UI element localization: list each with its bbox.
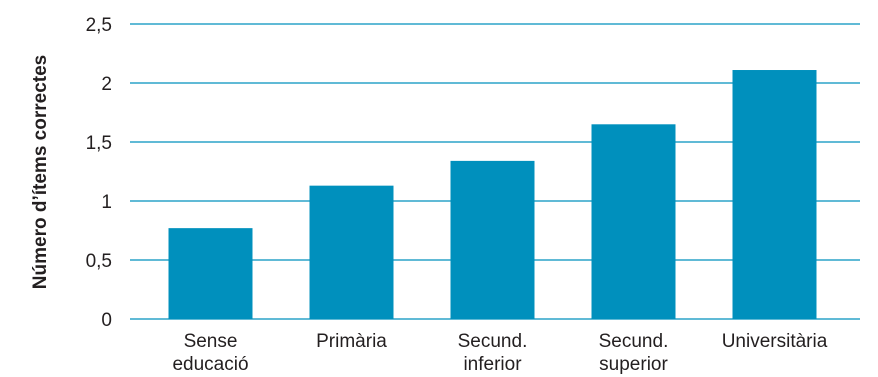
category-label: Secund.	[599, 331, 669, 352]
category-label: superior	[599, 354, 668, 375]
bars	[168, 70, 817, 320]
y-tick-label: 1	[101, 192, 112, 213]
y-tick-label: 2,5	[86, 15, 112, 36]
y-tick-label: 1,5	[86, 133, 112, 154]
category-label: Universitària	[722, 331, 828, 352]
bar	[732, 70, 817, 320]
category-label: Primària	[316, 331, 387, 352]
bar	[450, 160, 535, 319]
bar	[309, 185, 394, 319]
bar	[168, 228, 253, 319]
category-label: Sense	[184, 331, 238, 352]
y-tick-label: 0,5	[86, 251, 112, 272]
y-tick-label: 0	[101, 310, 112, 331]
category-label: educació	[172, 354, 248, 375]
category-label: inferior	[463, 354, 522, 375]
bar	[591, 124, 676, 319]
y-tick-labels: 0 0,5 1 1,5 2 2,5	[86, 15, 112, 331]
y-tick-label: 2	[101, 74, 112, 95]
category-label: Secund.	[458, 331, 528, 352]
y-axis-title: Número d’ítems correctes	[30, 55, 51, 289]
